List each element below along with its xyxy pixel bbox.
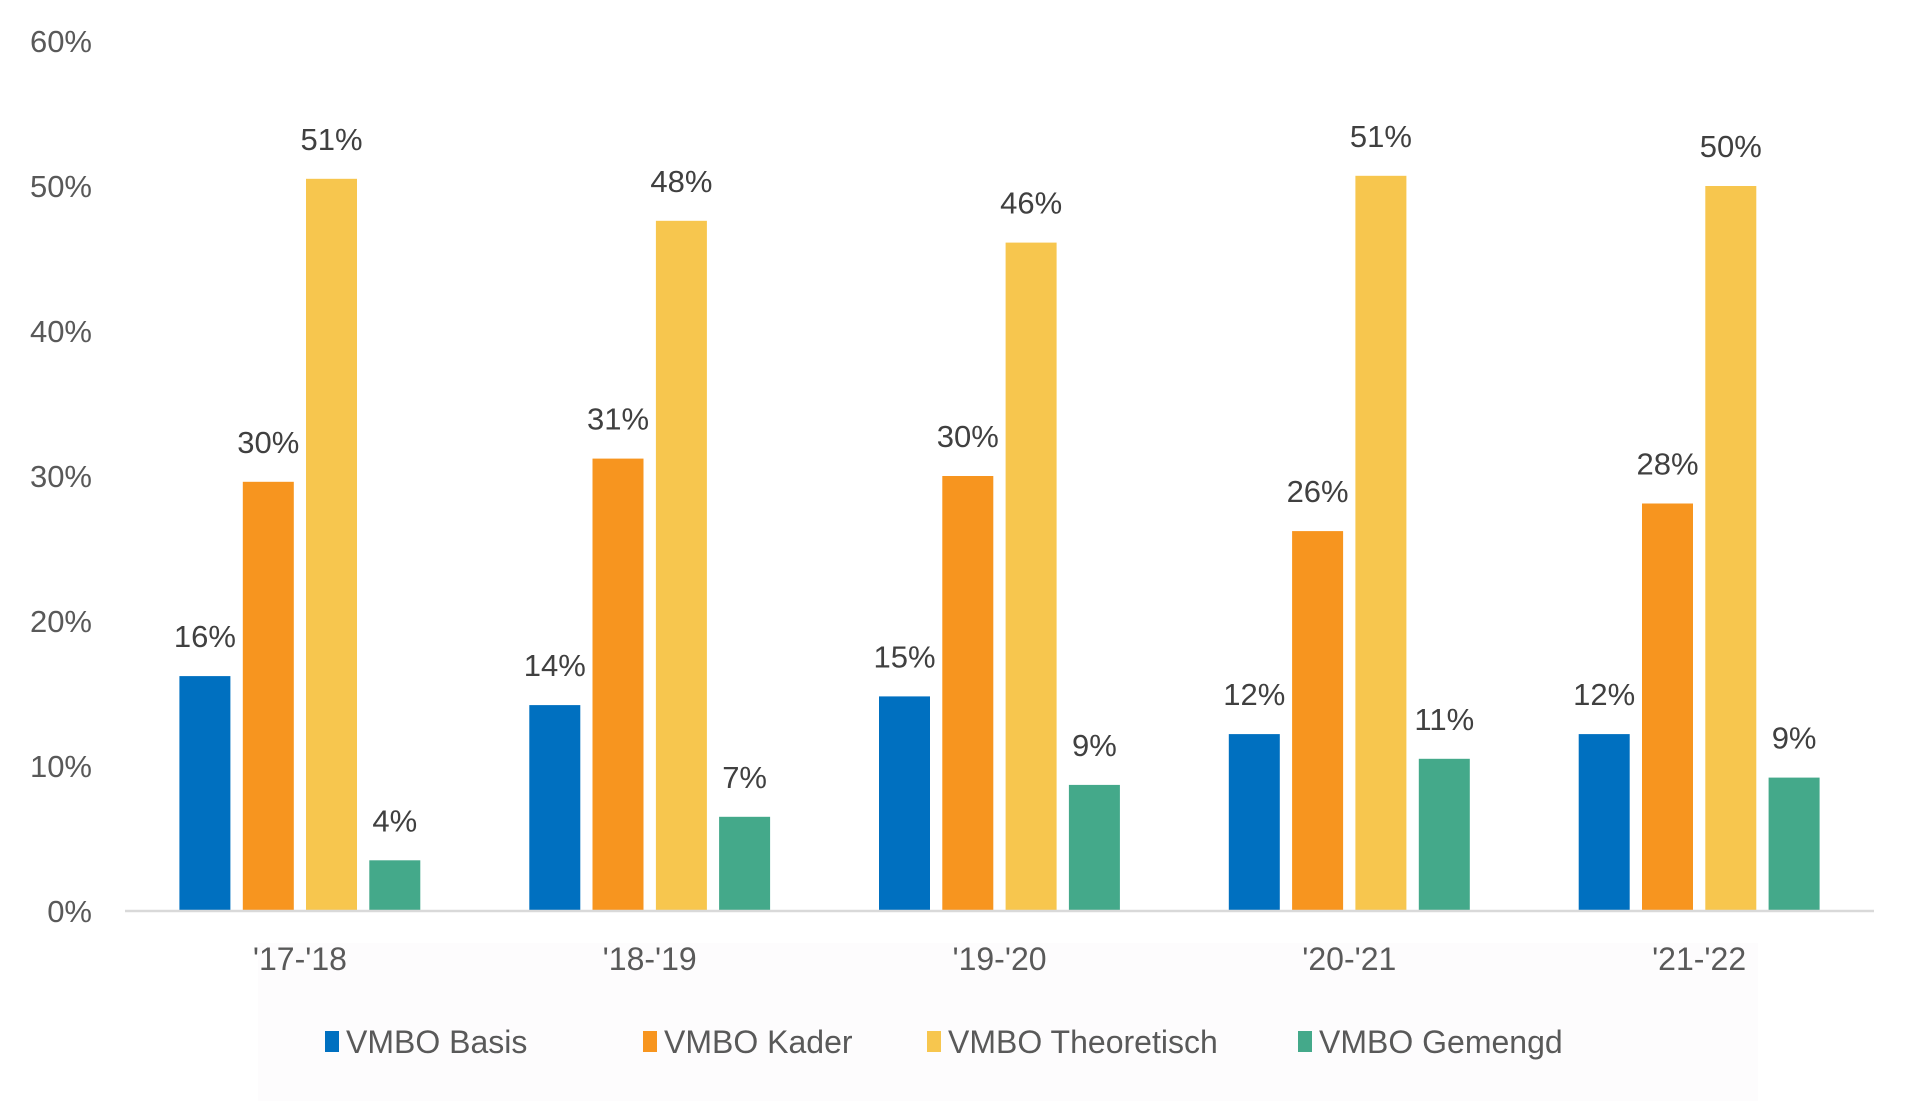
legend-label: VMBO Theoretisch — [948, 1024, 1218, 1060]
data-label: 15% — [873, 639, 935, 674]
x-axis: '17-'18 '18-'19 '19-'20 '20-'21 '21-'22 — [253, 941, 1746, 977]
bar — [719, 816, 771, 912]
y-tick-label: 50% — [30, 169, 92, 204]
bar-group: 15% 30% 46% 9% — [873, 186, 1120, 912]
data-label: 14% — [524, 648, 586, 683]
bar — [942, 476, 994, 911]
plot-area: 16% 30% 51% 4% 14% 31% 48% 7% 15% 30% 46% 9% 12% 26% 5… — [174, 119, 1820, 912]
x-tick-label: '19-'20 — [952, 941, 1046, 977]
data-label: 9% — [1772, 721, 1817, 756]
data-label: 9% — [1072, 728, 1117, 763]
legend-label: VMBO Gemengd — [1319, 1024, 1563, 1060]
bar — [592, 458, 644, 911]
y-tick-label: 60% — [30, 24, 92, 59]
data-label: 51% — [1350, 119, 1412, 154]
legend-item: VMBO Gemengd — [1298, 1024, 1563, 1060]
bar — [879, 696, 930, 911]
x-tick-label: '20-'21 — [1302, 941, 1396, 977]
x-tick-label: '17-'18 — [253, 941, 347, 977]
bar — [1768, 777, 1820, 911]
bar — [179, 676, 231, 911]
bar — [1642, 503, 1693, 911]
y-tick-label: 30% — [30, 459, 92, 494]
y-tick-label: 40% — [30, 314, 92, 349]
legend-background — [258, 943, 1758, 1101]
bar — [1005, 242, 1057, 912]
data-label: 12% — [1573, 677, 1635, 712]
y-tick-label: 10% — [30, 749, 92, 784]
bar — [242, 481, 294, 911]
bar — [369, 860, 421, 912]
bar — [1418, 758, 1470, 912]
data-label: 31% — [587, 402, 649, 437]
data-label: 7% — [722, 760, 767, 795]
y-axis: 0% 10% 20% 30% 40% 50% 60% — [30, 24, 92, 929]
data-label: 48% — [650, 164, 712, 199]
data-label: 51% — [300, 122, 362, 157]
bar — [1228, 734, 1280, 911]
legend-item: VMBO Kader — [643, 1024, 853, 1060]
bar — [1292, 531, 1344, 911]
bar — [1705, 186, 1757, 911]
data-label: 26% — [1287, 474, 1349, 509]
x-tick-label: '21-'22 — [1652, 941, 1746, 977]
bar — [306, 178, 357, 912]
legend-item: VMBO Theoretisch — [927, 1024, 1218, 1060]
legend-label: VMBO Basis — [346, 1024, 527, 1060]
bar — [1068, 784, 1120, 911]
x-tick-label: '18-'19 — [603, 941, 697, 977]
bar — [655, 220, 707, 912]
bar-group: 12% 26% 51% 11% — [1223, 119, 1474, 912]
bar-group: 12% 28% 50% 9% — [1573, 129, 1820, 911]
y-tick-label: 20% — [30, 604, 92, 639]
data-label: 28% — [1636, 447, 1698, 482]
bar — [529, 705, 581, 911]
legend-label: VMBO Kader — [664, 1024, 853, 1060]
legend-swatch — [325, 1031, 339, 1052]
legend-swatch — [643, 1031, 657, 1052]
legend: VMBO Basis VMBO Kader VMBO Theoretisch VMBO… — [325, 1024, 1563, 1060]
data-label: 4% — [372, 803, 417, 838]
data-label: 16% — [174, 619, 236, 654]
bar — [1578, 734, 1630, 911]
legend-swatch — [927, 1031, 941, 1052]
data-label: 12% — [1223, 677, 1285, 712]
data-label: 46% — [1000, 186, 1062, 221]
legend-item: VMBO Basis — [325, 1024, 527, 1060]
bar-group: 14% 31% 48% 7% — [524, 164, 771, 912]
data-label: 30% — [937, 419, 999, 454]
data-label: 30% — [237, 425, 299, 460]
data-label: 11% — [1414, 702, 1474, 737]
legend-swatch — [1298, 1031, 1312, 1052]
bar-group: 16% 30% 51% 4% — [174, 122, 421, 912]
data-label: 50% — [1700, 129, 1762, 164]
y-tick-label: 0% — [47, 894, 92, 929]
bar — [1355, 175, 1407, 912]
